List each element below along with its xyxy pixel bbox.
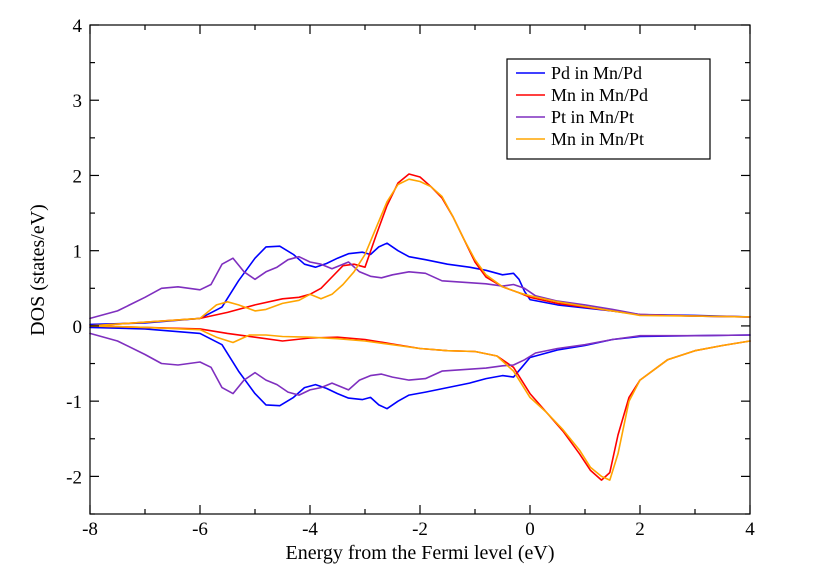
x-axis-label: Energy from the Fermi level (eV) — [286, 542, 555, 564]
series-layer — [89, 173, 751, 481]
series-line-0 — [89, 242, 751, 410]
legend-label-2: Pt in Mn/Pt — [551, 107, 634, 127]
y-tick-label: 1 — [73, 242, 83, 263]
x-tick-label: 4 — [745, 519, 755, 540]
y-tick-label: 0 — [73, 317, 83, 338]
x-tick-label: 0 — [525, 519, 535, 540]
legend-box — [506, 58, 711, 160]
y-tick-label: 4 — [73, 16, 83, 37]
y-tick-label: 3 — [73, 91, 83, 112]
series-line-2 — [89, 255, 751, 396]
axis-ticks — [89, 24, 751, 515]
legend-label-0: Pd in Mn/Pd — [551, 63, 642, 83]
x-tick-label: -8 — [82, 519, 98, 540]
x-tick-label: -6 — [192, 519, 208, 540]
y-tick-label: -2 — [66, 467, 82, 488]
y-tick-label: -1 — [66, 392, 82, 413]
y-tick-label: 2 — [73, 166, 83, 187]
plot-area — [89, 24, 751, 515]
x-tick-labels: -8 -6 -4 -2 0 2 4 — [82, 519, 755, 540]
legend-label-1: Mn in Mn/Pd — [551, 85, 648, 105]
x-tick-label: 2 — [635, 519, 645, 540]
y-axis-label: DOS (states/eV) — [27, 204, 49, 336]
x-tick-label: -2 — [412, 519, 428, 540]
x-tick-label: -4 — [302, 519, 318, 540]
y-tick-labels: -2 -1 0 1 2 3 4 — [66, 16, 82, 488]
series-line-1 — [89, 173, 751, 481]
series-line-3 — [89, 178, 751, 481]
legend-label-3: Mn in Mn/Pt — [551, 129, 644, 149]
